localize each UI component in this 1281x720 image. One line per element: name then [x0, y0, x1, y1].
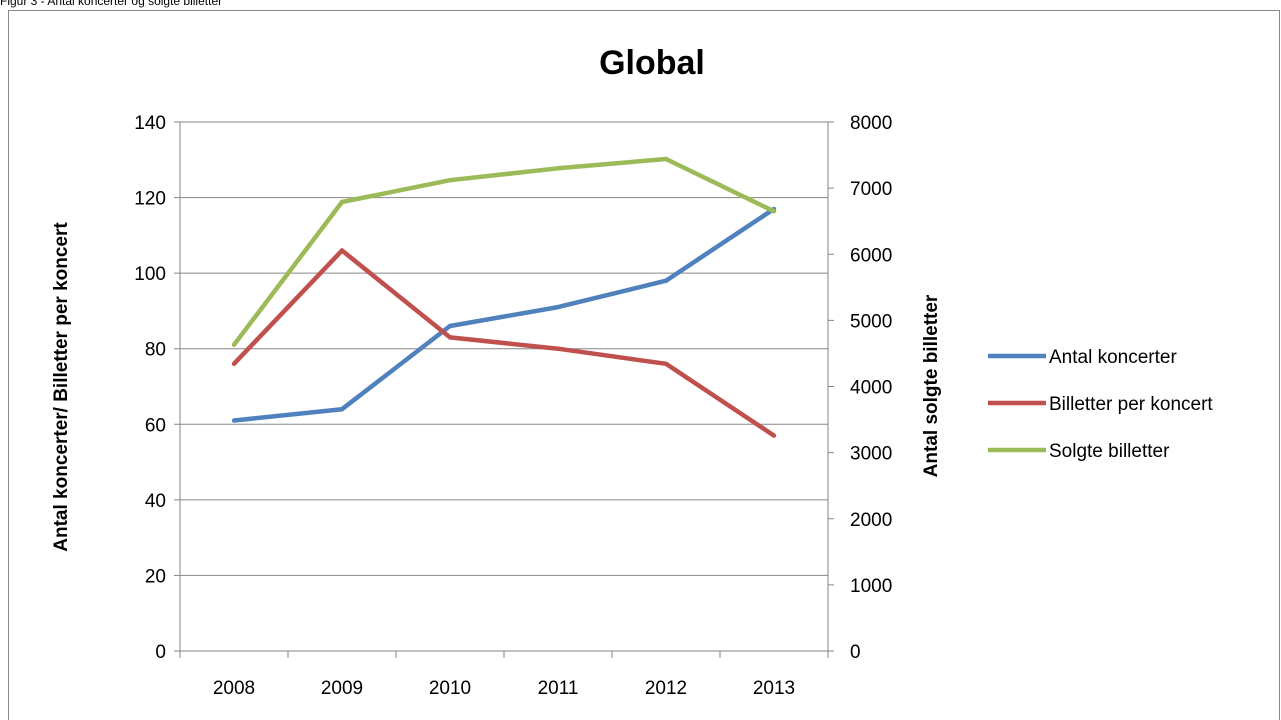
legend-label: Antal koncerter — [1049, 347, 1177, 368]
left-tick-label: 40 — [145, 491, 166, 512]
figure-caption: Figur 3 - Antal koncerter og solgte bill… — [0, 0, 223, 8]
series-line-1 — [233, 207, 776, 423]
axes — [179, 122, 829, 652]
left-tick-label: 120 — [134, 189, 166, 210]
right-tick-label: 4000 — [850, 378, 892, 399]
left-tick-label: 80 — [145, 340, 166, 361]
data-point — [447, 323, 453, 329]
right-tick-label: 7000 — [850, 179, 892, 200]
data-point — [447, 177, 453, 183]
chart-title: Global — [599, 44, 705, 82]
right-tick-label: 6000 — [850, 245, 892, 266]
right-axis-ticks: 0 1000 2000 3000 4000 5000 6000 7000 8000 — [828, 113, 892, 663]
data-point — [231, 342, 237, 348]
x-tick-label: 2012 — [645, 678, 687, 699]
right-tick-label: 2000 — [850, 510, 892, 531]
right-axis-title: Antal solgte billetter — [921, 294, 942, 477]
right-tick-label: 5000 — [850, 311, 892, 332]
chart-frame — [8, 10, 1280, 720]
right-tick-label: 3000 — [850, 444, 892, 465]
left-tick-label: 140 — [134, 113, 166, 134]
left-tick-label: 0 — [155, 642, 166, 663]
data-point — [339, 248, 345, 253]
left-tick-label: 100 — [134, 264, 166, 285]
x-tick-label: 2010 — [429, 678, 471, 699]
data-point — [447, 335, 453, 340]
data-point — [663, 156, 669, 162]
data-point — [339, 199, 345, 205]
series-lines — [231, 156, 777, 438]
right-tick-label: 8000 — [850, 113, 892, 134]
data-point — [663, 361, 669, 367]
x-tick-label: 2013 — [753, 678, 795, 699]
x-tick-label: 2008 — [213, 678, 255, 699]
data-point — [231, 418, 237, 423]
data-point — [339, 406, 345, 412]
left-axis-title: Antal koncerter/ Billetter per koncert — [51, 222, 72, 552]
left-tick-label: 20 — [145, 566, 166, 587]
series-line-2 — [232, 248, 776, 438]
x-axis-ticks: 2008 2009 2010 2011 2012 2013 — [179, 651, 829, 699]
legend-label: Solgte billetter — [1049, 441, 1170, 462]
left-axis-ticks: 0 20 40 60 80 100 120 140 — [134, 113, 180, 663]
data-point — [771, 433, 777, 438]
legend: Antal koncerter Billetter per koncert Solg… — [988, 347, 1213, 462]
left-tick-label: 60 — [145, 415, 166, 436]
data-point — [771, 209, 777, 214]
legend-label: Billetter per koncert — [1049, 394, 1213, 415]
series-line-3 — [232, 156, 775, 347]
x-tick-label: 2011 — [538, 678, 579, 699]
right-tick-label: 1000 — [850, 576, 892, 597]
right-tick-label: 0 — [850, 642, 861, 663]
data-point — [231, 361, 237, 367]
x-tick-label: 2009 — [321, 678, 363, 699]
data-point — [555, 346, 561, 351]
data-point — [555, 166, 561, 171]
data-point — [663, 278, 669, 283]
data-point — [555, 304, 561, 310]
